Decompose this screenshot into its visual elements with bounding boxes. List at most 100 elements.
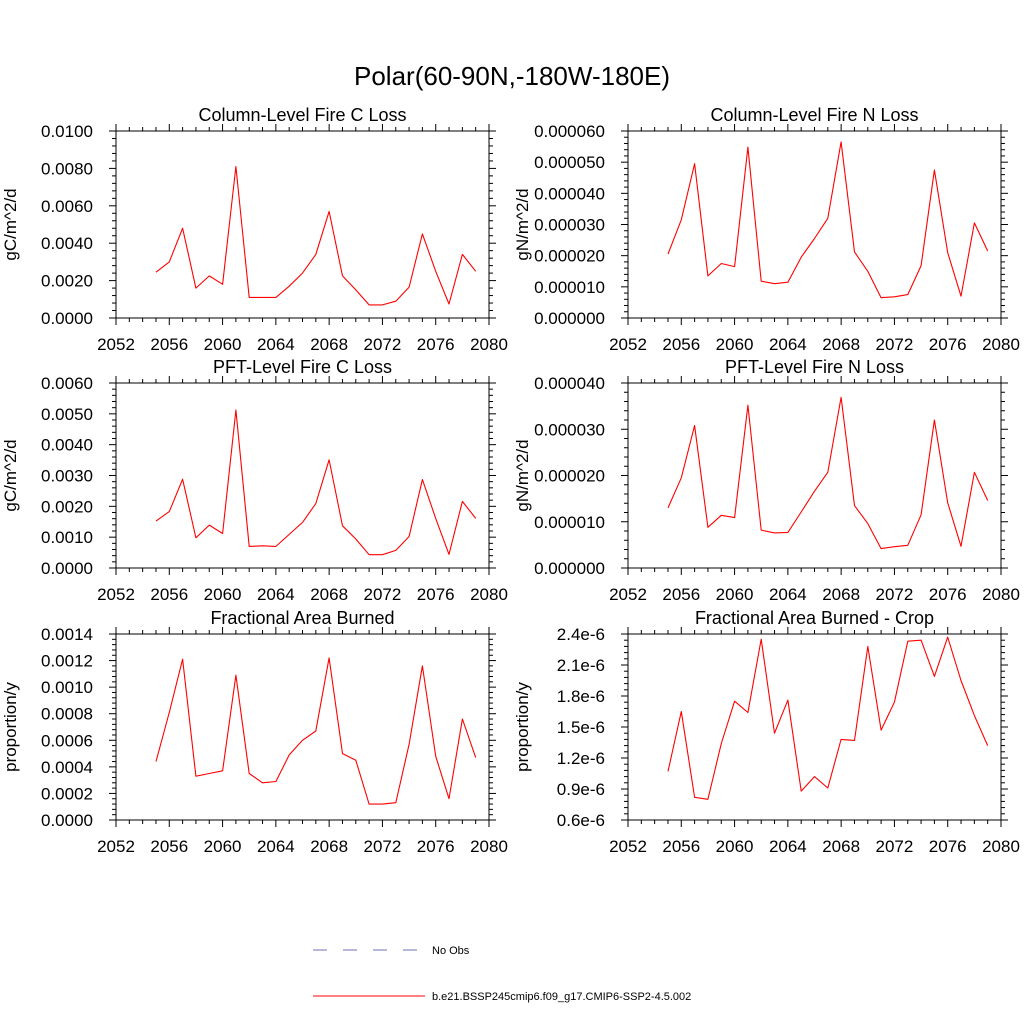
panel-4: PFT-Level Fire N Loss gN/m^2/d 2052 2056 206… [513,357,1020,604]
x-tick-label: 2060 [204,335,242,354]
y-tick-label: 0.000000 [534,309,605,328]
x-tick-label: 2056 [662,335,700,354]
panel-title: PFT-Level Fire N Loss [725,357,904,377]
x-tick-label: 2056 [662,585,700,604]
x-tick-label: 2064 [769,585,807,604]
y-tick-label: 0.000050 [534,153,605,172]
y-tick-label: 0.000000 [534,559,605,578]
series-line [667,396,989,550]
y-tick-label: 0.0010 [41,528,93,547]
x-tick-label: 2072 [364,585,402,604]
y-tick-label: 0.0012 [41,652,93,671]
x-tick-label: 2068 [310,837,348,856]
x-tick-label: 2072 [876,335,914,354]
panel-title: Column-Level Fire C Loss [198,105,406,125]
x-tick-label: 2060 [716,837,754,856]
x-tick-label: 2060 [716,335,754,354]
y-axis-label: proportion/y [1,682,20,772]
x-tick-label: 2064 [769,335,807,354]
x-tick-label: 2056 [662,837,700,856]
y-tick-label: 0.0020 [41,497,93,516]
y-tick-label: 0.0000 [41,811,93,830]
y-tick-label: 0.0040 [41,234,93,253]
x-tick-label: 2072 [364,837,402,856]
y-tick-label: 0.000030 [534,420,605,439]
panel-title: Fractional Area Burned [210,608,394,628]
y-tick-label: 0.0040 [41,436,93,455]
series-line [155,657,477,805]
y-tick-label: 0.000010 [534,513,605,532]
x-tick-label: 2056 [150,837,188,856]
figure-title: Polar(60-90N,-180W-180E) [354,61,670,91]
x-tick-label: 2060 [204,837,242,856]
y-tick-label: 0.6e-6 [557,811,605,830]
y-tick-label: 1.8e-6 [557,687,605,706]
y-axis-label: gC/m^2/d [1,439,20,511]
legend-label: b.e21.BSSP245cmip6.f09_g17.CMIP6-SSP2-4.… [432,991,691,1003]
x-tick-label: 2056 [150,335,188,354]
y-tick-label: 2.4e-6 [557,625,605,644]
y-tick-label: 0.000060 [534,122,605,141]
x-tick-label: 2076 [929,837,967,856]
y-tick-label: 0.0030 [41,467,93,486]
y-tick-label: 0.000040 [534,374,605,393]
panel-grid: Column-Level Fire C Loss gC/m^2/d 2052 2056… [1,105,1020,856]
y-tick-label: 0.9e-6 [557,780,605,799]
legend-label: No Obs [432,945,470,957]
x-tick-label: 2072 [876,837,914,856]
x-tick-label: 2068 [822,837,860,856]
x-tick-label: 2072 [876,585,914,604]
x-tick-label: 2064 [257,335,295,354]
x-tick-label: 2064 [257,585,295,604]
panel-6: Fractional Area Burned - Crop proportion/… [513,608,1020,856]
series-line [155,165,477,306]
y-tick-label: 0.0008 [41,705,93,724]
y-axis-label: gN/m^2/d [513,188,532,260]
legend: No Obs b.e21.BSSP245cmip6.f09_g17.CMIP6-S… [313,945,691,1003]
x-tick-label: 2052 [609,837,647,856]
y-tick-label: 0.0060 [41,197,93,216]
x-tick-label: 2080 [982,335,1020,354]
y-tick-label: 0.0010 [41,678,93,697]
panel-title: Column-Level Fire N Loss [710,105,918,125]
x-tick-label: 2052 [609,335,647,354]
x-tick-label: 2052 [97,585,135,604]
panel-title: PFT-Level Fire C Loss [213,357,392,377]
y-tick-label: 0.000040 [534,184,605,203]
y-tick-label: 0.000010 [534,278,605,297]
y-axis-label: gC/m^2/d [1,188,20,260]
panel-2: Column-Level Fire N Loss gN/m^2/d 2052 2056… [513,105,1020,354]
x-tick-label: 2076 [929,585,967,604]
y-tick-label: 0.0060 [41,374,93,393]
y-axis-label: proportion/y [513,682,532,772]
panel-3: PFT-Level Fire C Loss gC/m^2/d 2052 2056 206… [1,357,508,604]
y-tick-label: 0.0000 [41,559,93,578]
y-tick-label: 0.0080 [41,159,93,178]
x-tick-label: 2076 [417,335,455,354]
x-tick-label: 2060 [204,585,242,604]
x-tick-label: 2068 [822,335,860,354]
x-tick-label: 2064 [257,837,295,856]
x-tick-label: 2080 [982,585,1020,604]
y-tick-label: 0.0004 [41,758,93,777]
y-tick-label: 0.0006 [41,731,93,750]
x-tick-label: 2064 [769,837,807,856]
y-tick-label: 0.0020 [41,272,93,291]
y-tick-label: 2.1e-6 [557,656,605,675]
panel-5: Fractional Area Burned proportion/y 2052 20… [1,608,508,856]
x-tick-label: 2052 [97,335,135,354]
x-tick-label: 2068 [822,585,860,604]
legend-item: No Obs [313,945,470,957]
x-tick-label: 2072 [364,335,402,354]
x-tick-label: 2068 [310,335,348,354]
panel-1: Column-Level Fire C Loss gC/m^2/d 2052 2056… [1,105,508,354]
y-tick-label: 0.000020 [534,247,605,266]
series-line [667,141,989,299]
y-tick-label: 0.0100 [41,122,93,141]
x-tick-label: 2076 [929,335,967,354]
x-tick-label: 2076 [417,585,455,604]
x-tick-label: 2080 [470,585,508,604]
x-tick-label: 2052 [609,585,647,604]
